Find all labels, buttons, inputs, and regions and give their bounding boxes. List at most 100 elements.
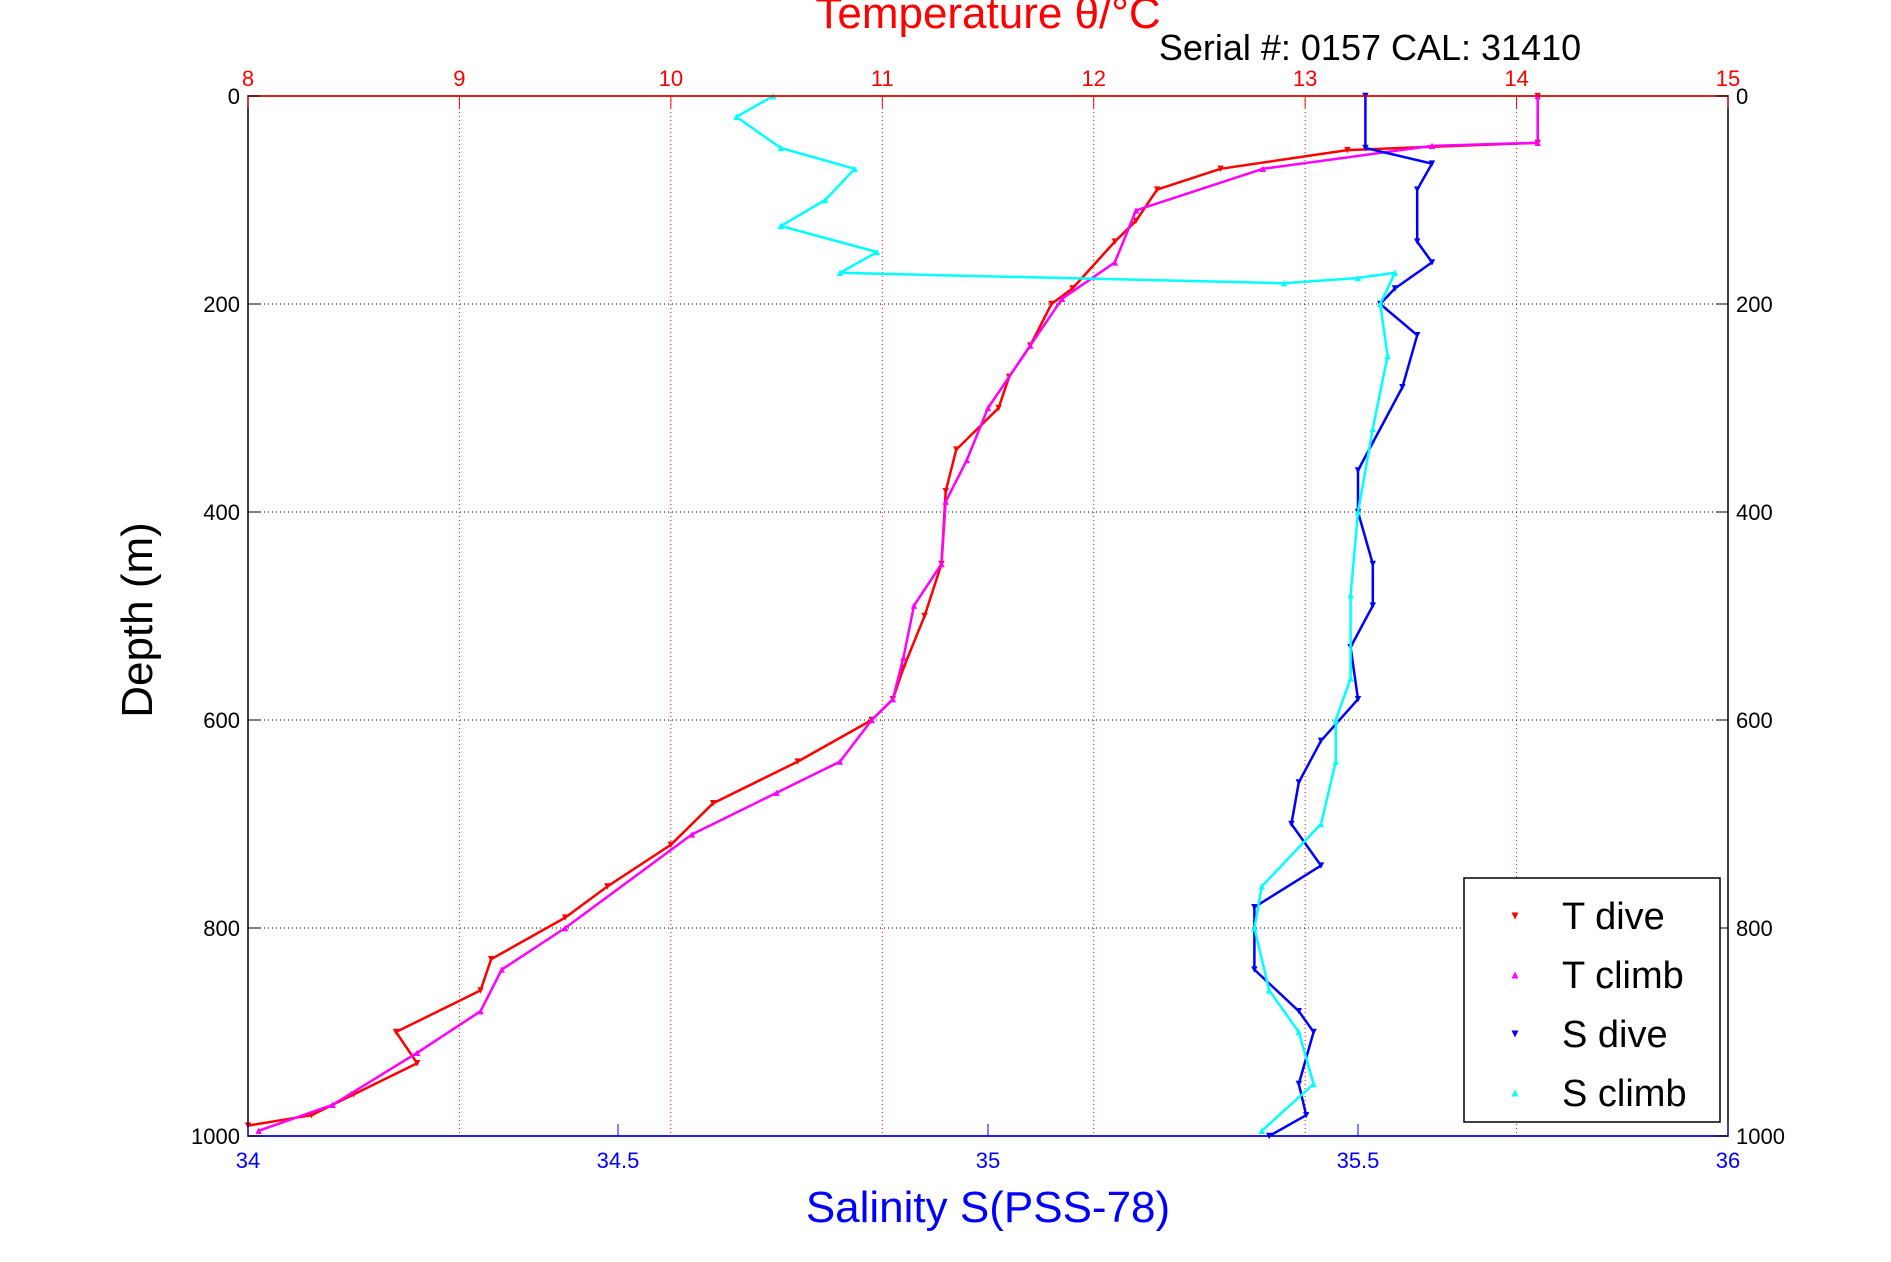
- data-point: [942, 498, 949, 505]
- data-point: [1048, 300, 1055, 308]
- data-point: [1428, 259, 1436, 266]
- data-point: [1428, 142, 1436, 150]
- data-point: [1354, 467, 1362, 474]
- axes: 8 9 10 11 12 13 14 15 34 34.5 35 35.5 36 0 0 200 200 400 4…: [191, 66, 1785, 1173]
- data-point: [921, 612, 928, 620]
- data-point: [1347, 675, 1354, 682]
- data-point: [413, 1049, 421, 1056]
- data-point: [1310, 1028, 1317, 1036]
- data-point: [1132, 207, 1140, 214]
- data-point: [1354, 508, 1362, 516]
- data-point: [1332, 716, 1339, 724]
- data-point: [836, 269, 844, 276]
- data-point: [1414, 238, 1421, 245]
- data-point: [900, 654, 907, 661]
- series-t-climb: [255, 92, 1541, 1134]
- data-point: [851, 165, 858, 172]
- legend-marker: [1511, 971, 1519, 979]
- legend-label: T dive: [1562, 896, 1665, 938]
- series-trace-s-climb: [735, 94, 1397, 1132]
- grid-lines: [248, 96, 1728, 1136]
- data-point: [1414, 332, 1421, 339]
- data-point: [822, 196, 829, 204]
- depth-tick-label-left: 400: [203, 500, 240, 525]
- series-s-dive: [1251, 92, 1436, 1140]
- data-point: [498, 966, 505, 973]
- data-point: [413, 1060, 421, 1067]
- data-point: [942, 488, 949, 495]
- depth-tick-label-right: 0: [1736, 84, 1748, 109]
- legend-marker: [1511, 1030, 1519, 1038]
- chart-title: Temperature θ/°C: [815, 0, 1160, 38]
- series-t-dive: [244, 92, 1541, 1129]
- data-point: [1295, 779, 1302, 786]
- data-point: [1332, 758, 1339, 765]
- chart-subtitle: Serial #: 0157 CAL: 31410: [1159, 27, 1581, 68]
- legend: T dive T climb S dive S climb: [1463, 877, 1721, 1123]
- data-point: [773, 789, 780, 796]
- legend-label: S dive: [1562, 1014, 1668, 1056]
- data-point: [733, 113, 740, 120]
- legend-box: [1463, 877, 1721, 1123]
- salinity-tick-label: 35: [976, 1148, 1000, 1173]
- temperature-tick-label: 10: [659, 66, 683, 91]
- temperature-tick-label: 11: [871, 66, 894, 91]
- data-point: [1391, 285, 1399, 292]
- data-point: [329, 1101, 336, 1108]
- data-point: [1295, 1028, 1302, 1036]
- data-point: [1280, 280, 1288, 287]
- data-point: [477, 1008, 484, 1015]
- series-trace-s-dive: [1253, 96, 1434, 1138]
- depth-tick-label-right: 200: [1736, 292, 1773, 317]
- data-point: [1258, 883, 1265, 890]
- salinity-tick-label: 34.5: [597, 1148, 640, 1173]
- data-point: [561, 924, 569, 932]
- data-point: [392, 1028, 400, 1036]
- data-point: [1377, 300, 1384, 308]
- data-point: [1266, 987, 1273, 994]
- legend-marker: [1511, 912, 1519, 920]
- data-point: [873, 248, 881, 256]
- salinity-tick-label: 35.5: [1337, 1148, 1380, 1173]
- data-point: [794, 758, 801, 765]
- data-point: [1354, 696, 1362, 703]
- temperature-tick-label: 13: [1293, 66, 1317, 91]
- data-point: [487, 956, 495, 963]
- data-point: [1317, 862, 1325, 869]
- data-point: [1414, 186, 1421, 193]
- data-point: [1362, 144, 1369, 152]
- depth-tick-label-right: 800: [1736, 916, 1773, 941]
- data-point: [777, 144, 784, 152]
- temperature-tick-label: 9: [453, 66, 465, 91]
- x-axis-title: Salinity S(PSS-78): [806, 1183, 1170, 1232]
- data-point: [1317, 737, 1325, 744]
- temperature-tick-label: 12: [1081, 66, 1105, 91]
- data-point: [889, 696, 897, 703]
- data-point: [1251, 966, 1258, 973]
- data-point: [1295, 1080, 1302, 1088]
- salinity-tick-label: 34: [236, 1148, 260, 1173]
- data-point: [984, 404, 992, 412]
- data-point: [1354, 274, 1362, 282]
- data-point: [1369, 560, 1376, 568]
- legend-marker: [1511, 1089, 1519, 1097]
- series-trace-t-dive: [247, 96, 1539, 1127]
- data-point: [1428, 160, 1436, 167]
- data-point: [1069, 285, 1076, 292]
- data-point: [1369, 602, 1376, 609]
- data-point: [868, 716, 875, 724]
- depth-tick-label-right: 400: [1736, 500, 1773, 525]
- depth-tick-label-left: 1000: [191, 1124, 240, 1149]
- data-point: [1111, 238, 1119, 245]
- data-point: [777, 222, 784, 230]
- data-point: [1310, 1080, 1317, 1088]
- data-point: [667, 841, 675, 848]
- data-point: [1258, 1127, 1265, 1134]
- data-point: [1399, 384, 1406, 391]
- data-point: [995, 404, 1002, 412]
- data-point: [1027, 342, 1034, 349]
- data-point: [1153, 186, 1161, 193]
- data-point: [963, 456, 971, 464]
- salinity-tick-label: 36: [1716, 1148, 1740, 1173]
